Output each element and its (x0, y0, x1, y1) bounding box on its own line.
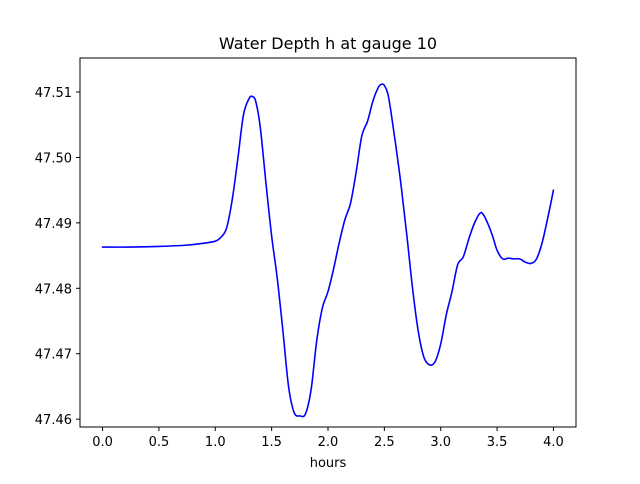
y-tick-label: 47.49 (35, 217, 72, 232)
x-axis-label: hours (310, 456, 347, 471)
chart-title: Water Depth h at gauge 10 (219, 34, 437, 53)
y-tick-label: 47.46 (35, 413, 72, 428)
series-layer (101, 83, 555, 418)
x-tick-label: 2.0 (318, 435, 339, 450)
x-tick-label: 0.0 (92, 435, 113, 450)
y-tick-label: 47.47 (35, 348, 72, 363)
x-tick-label: 4.0 (543, 435, 564, 450)
x-tick-label: 2.5 (374, 435, 395, 450)
y-tick-label: 47.51 (35, 86, 72, 101)
plot-area (80, 58, 576, 427)
x-tick-label: 3.5 (487, 435, 508, 450)
x-tick-label: 1.0 (205, 435, 226, 450)
x-tick-label: 3.0 (430, 435, 451, 450)
x-tick-label: 1.5 (261, 435, 282, 450)
x-tick-label: 0.5 (149, 435, 170, 450)
y-tick-label: 47.48 (35, 282, 72, 297)
series-line (101, 83, 555, 418)
x-axis-ticks: 0.0 0.5 1.0 1.5 2.0 2.5 3.0 3.5 4.0 (92, 427, 564, 450)
y-axis-ticks: 47.46 47.47 47.48 47.49 47.50 47.51 (35, 86, 80, 428)
y-tick-label: 47.50 (35, 151, 72, 166)
